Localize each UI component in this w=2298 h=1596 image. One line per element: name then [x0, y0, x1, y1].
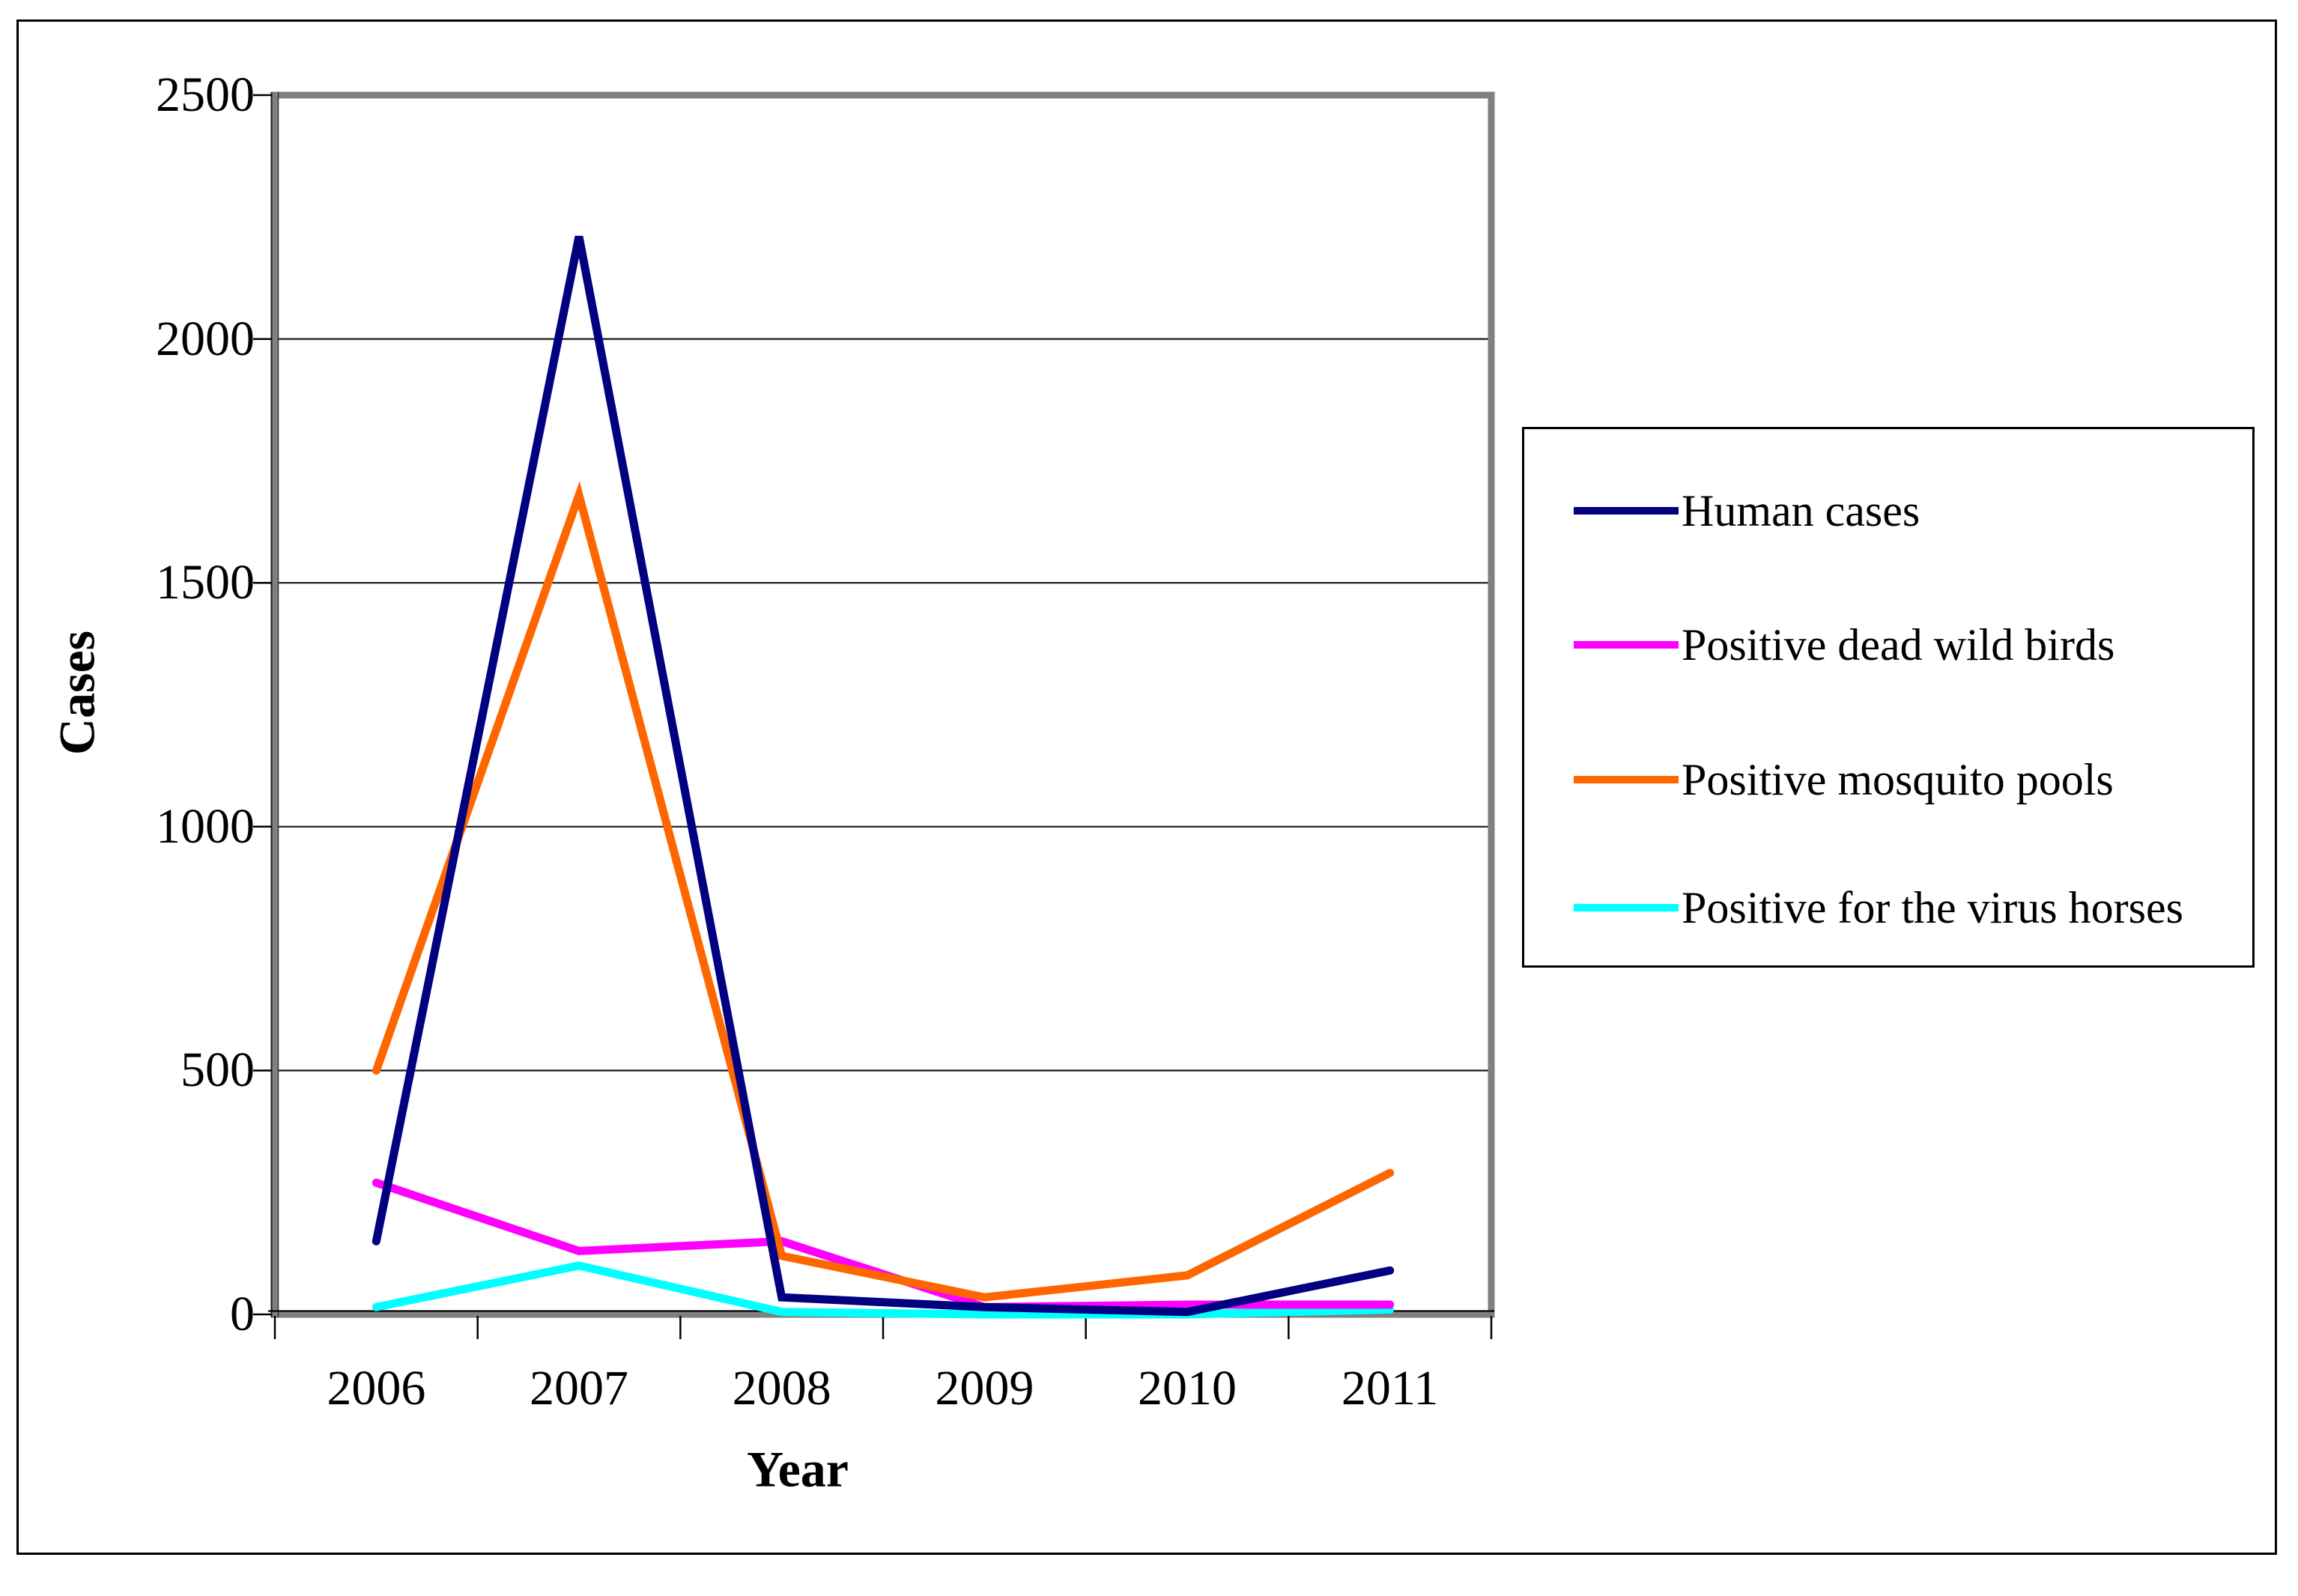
x-tick-label-2009: 2009 [935, 1361, 1034, 1416]
legend-item-human-cases: Human cases [1524, 479, 2252, 542]
legend-label-positive-mosquito-pools: Positive mosquito pools [1682, 755, 2114, 804]
legend-item-positive-for-the-virus-horses: Positive for the virus horses [1524, 876, 2252, 939]
x-tick-label-2007: 2007 [530, 1361, 628, 1416]
y-axis-title: Cases [48, 630, 106, 756]
y-tick-label-0: 0 [230, 1287, 255, 1341]
y-tick-label-500: 500 [181, 1043, 255, 1098]
legend-swatch-positive-for-the-virus-horses [1574, 904, 1679, 911]
series-line-positive-for-the-virus-horses [372, 1261, 1395, 1319]
legend-label-positive-for-the-virus-horses: Positive for the virus horses [1682, 883, 2183, 932]
x-tick-label-2010: 2010 [1138, 1361, 1237, 1416]
legend: Human cases Positive dead wild birds Posit… [1522, 427, 2255, 968]
y-tick-label-1000: 1000 [156, 798, 255, 854]
legend-label-positive-dead-wild-birds: Positive dead wild birds [1682, 620, 2115, 670]
legend-label-human-cases: Human cases [1682, 486, 1920, 535]
y-tick-label-2000: 2000 [156, 311, 255, 366]
legend-swatch-human-cases [1574, 507, 1679, 515]
legend-swatch-positive-mosquito-pools [1574, 776, 1679, 783]
legend-item-positive-mosquito-pools: Positive mosquito pools [1524, 748, 2252, 811]
series-line-positive-dead-wild-birds [372, 1178, 1395, 1311]
x-tick-label-2011: 2011 [1341, 1361, 1439, 1416]
legend-swatch-positive-dead-wild-birds [1574, 641, 1679, 649]
y-tick-label-2500: 2500 [156, 67, 255, 122]
x-tick-label-2006: 2006 [327, 1361, 426, 1416]
x-axis-title: Year [747, 1440, 849, 1498]
series-line-human-cases [372, 235, 1395, 1317]
x-tick-label-2008: 2008 [732, 1361, 831, 1416]
y-tick-label-1500: 1500 [156, 555, 255, 610]
legend-item-positive-dead-wild-birds: Positive dead wild birds [1524, 613, 2252, 676]
series-line-positive-mosquito-pools [372, 481, 1395, 1302]
plot-frame [271, 91, 1495, 1318]
